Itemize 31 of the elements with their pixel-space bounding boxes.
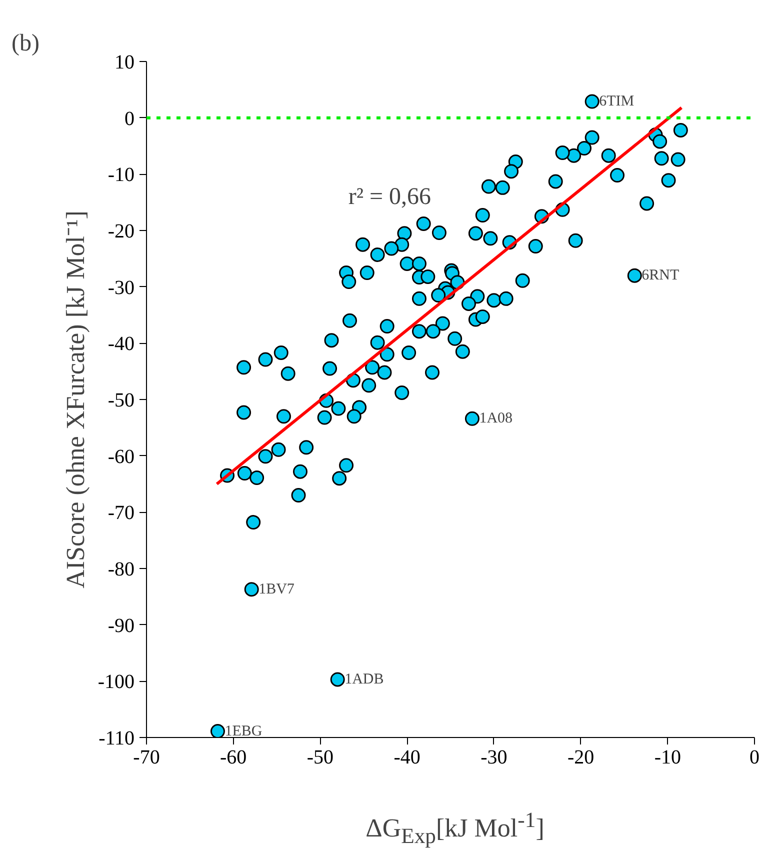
x-tick-label: 0 [750, 746, 760, 768]
x-tick-label: -30 [480, 746, 508, 768]
annotation: 6TIM [599, 93, 634, 110]
x-tick-label: -40 [394, 746, 420, 768]
annotation: 1ADB [344, 671, 384, 688]
x-axis-title: ΔG$_{Exp}$[kJ Mol$^{-1}$] [364, 807, 546, 850]
annotation: 6RNT [642, 268, 680, 284]
y-tick-label: -90 [108, 614, 135, 637]
y-tick-label: -70 [108, 502, 135, 524]
y-tick-label: -80 [108, 558, 135, 580]
y-tick-label: -40 [108, 333, 135, 356]
y-axis-title: AIScore (ohne XFurcate) [kJ Mol⁻¹] [60, 210, 90, 588]
annotation: 1BV7 [258, 581, 295, 598]
y-tick-label: 0 [124, 108, 134, 130]
x-tick-label: -20 [567, 746, 594, 768]
annotation: r² = 0,66 [348, 184, 432, 210]
x-tick-label: -70 [133, 746, 160, 768]
y-tick-label: -10 [108, 164, 135, 186]
y-tick-label: -50 [108, 390, 135, 412]
y-tick-label: 10 [114, 52, 134, 74]
y-tick-label: -30 [108, 276, 135, 299]
y-tick-label: -100 [98, 671, 135, 694]
y-tick-label: -20 [108, 220, 135, 242]
x-tick-label: -50 [306, 746, 334, 768]
chart-title: (b) [12, 30, 40, 56]
y-tick-label: -110 [98, 728, 135, 750]
y-tick-label: -60 [108, 446, 135, 468]
annotation: 1A08 [479, 410, 513, 427]
x-tick-label: -60 [220, 746, 247, 768]
x-tick-label: -10 [654, 746, 681, 768]
annotation: 1EBG [224, 723, 262, 740]
